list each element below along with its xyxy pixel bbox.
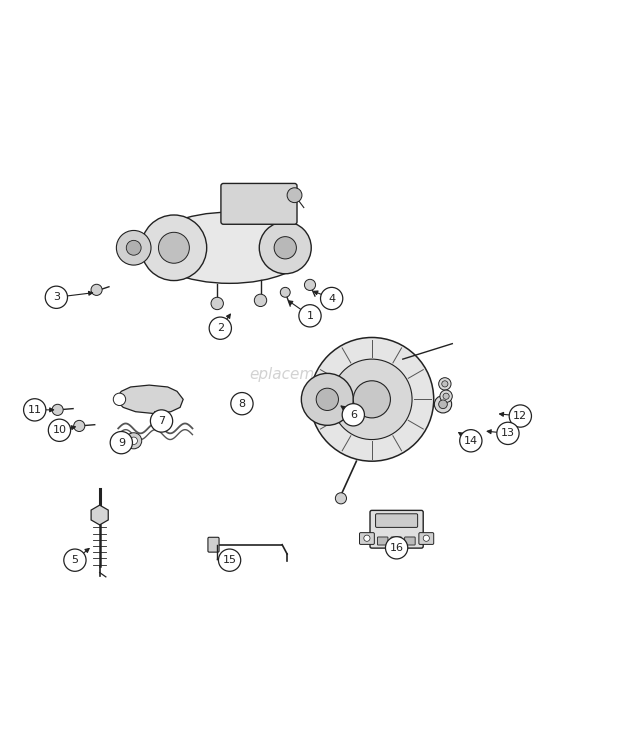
Circle shape bbox=[386, 536, 408, 559]
FancyBboxPatch shape bbox=[391, 537, 402, 545]
Text: 2: 2 bbox=[217, 323, 224, 333]
Circle shape bbox=[52, 404, 63, 415]
Circle shape bbox=[254, 294, 267, 307]
Circle shape bbox=[209, 317, 231, 340]
Circle shape bbox=[159, 233, 189, 263]
Text: 12: 12 bbox=[513, 411, 528, 421]
Circle shape bbox=[218, 549, 241, 571]
Circle shape bbox=[321, 288, 343, 310]
FancyBboxPatch shape bbox=[405, 537, 415, 545]
Circle shape bbox=[280, 288, 290, 297]
Circle shape bbox=[439, 377, 451, 390]
Circle shape bbox=[332, 359, 412, 440]
Circle shape bbox=[113, 393, 126, 406]
Circle shape bbox=[151, 410, 172, 432]
Circle shape bbox=[459, 429, 482, 452]
Circle shape bbox=[304, 279, 316, 291]
Circle shape bbox=[45, 286, 68, 308]
Text: 6: 6 bbox=[350, 410, 356, 420]
FancyBboxPatch shape bbox=[378, 537, 388, 545]
Text: 1: 1 bbox=[306, 311, 314, 321]
Circle shape bbox=[74, 421, 85, 432]
Circle shape bbox=[435, 395, 451, 413]
FancyBboxPatch shape bbox=[221, 184, 297, 224]
FancyBboxPatch shape bbox=[370, 510, 423, 548]
Circle shape bbox=[364, 535, 370, 542]
Text: 11: 11 bbox=[28, 405, 42, 415]
Circle shape bbox=[211, 297, 223, 310]
Circle shape bbox=[141, 215, 206, 281]
Circle shape bbox=[24, 399, 46, 421]
Circle shape bbox=[310, 337, 434, 461]
Text: eplacemen.com: eplacemen.com bbox=[249, 367, 371, 382]
Circle shape bbox=[342, 403, 365, 426]
Circle shape bbox=[117, 230, 151, 265]
Circle shape bbox=[299, 305, 321, 327]
Circle shape bbox=[443, 393, 449, 399]
FancyBboxPatch shape bbox=[360, 533, 374, 545]
Circle shape bbox=[287, 188, 302, 203]
Circle shape bbox=[110, 432, 133, 454]
Text: 15: 15 bbox=[223, 555, 237, 565]
Circle shape bbox=[423, 535, 430, 542]
Circle shape bbox=[497, 422, 519, 444]
Text: 14: 14 bbox=[464, 436, 478, 446]
Circle shape bbox=[48, 419, 71, 441]
Circle shape bbox=[91, 285, 102, 296]
Circle shape bbox=[439, 400, 448, 409]
Circle shape bbox=[64, 549, 86, 571]
Circle shape bbox=[130, 437, 138, 444]
Circle shape bbox=[126, 432, 142, 449]
Text: 5: 5 bbox=[71, 555, 78, 565]
Circle shape bbox=[353, 380, 391, 418]
Circle shape bbox=[301, 373, 353, 425]
Circle shape bbox=[231, 392, 253, 415]
Text: 10: 10 bbox=[53, 425, 66, 435]
Text: 9: 9 bbox=[118, 438, 125, 447]
Text: 16: 16 bbox=[389, 543, 404, 553]
FancyBboxPatch shape bbox=[419, 533, 434, 545]
Circle shape bbox=[274, 236, 296, 259]
Circle shape bbox=[259, 222, 311, 273]
Circle shape bbox=[316, 388, 339, 410]
Text: 8: 8 bbox=[239, 399, 246, 409]
Circle shape bbox=[335, 493, 347, 504]
Polygon shape bbox=[115, 385, 183, 414]
Text: 3: 3 bbox=[53, 292, 60, 302]
FancyBboxPatch shape bbox=[376, 513, 418, 528]
Polygon shape bbox=[91, 505, 108, 525]
Circle shape bbox=[442, 380, 448, 387]
Circle shape bbox=[509, 405, 531, 427]
Ellipse shape bbox=[149, 212, 310, 283]
Text: 13: 13 bbox=[501, 429, 515, 438]
Circle shape bbox=[440, 390, 452, 403]
Text: 7: 7 bbox=[158, 416, 165, 426]
FancyBboxPatch shape bbox=[208, 537, 219, 552]
Circle shape bbox=[126, 240, 141, 255]
Text: 4: 4 bbox=[328, 293, 335, 303]
